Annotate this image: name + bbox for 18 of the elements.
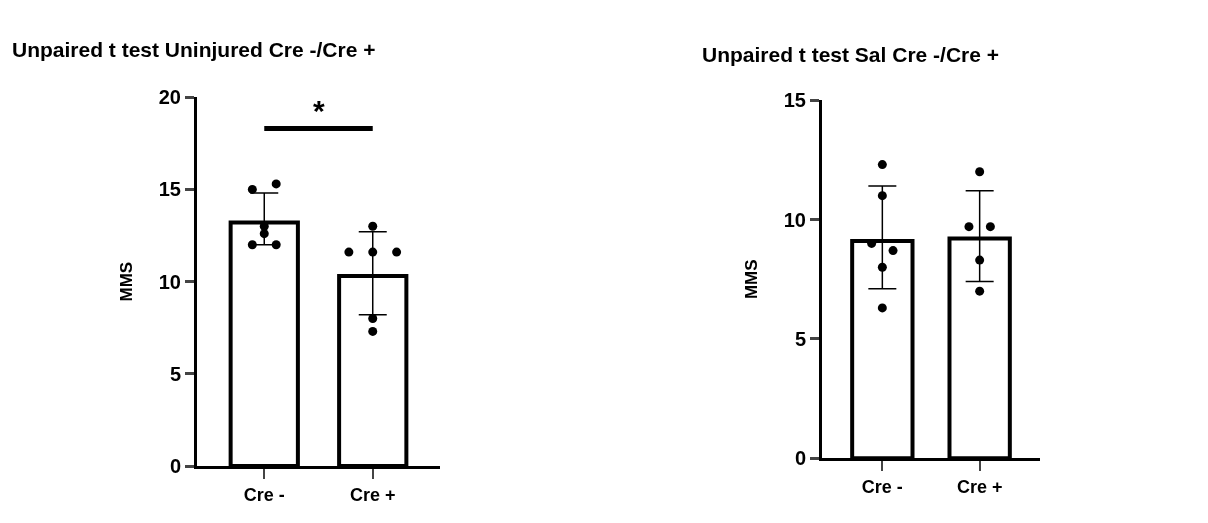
y-tick-label: 5 [794,327,806,350]
y-tick-label: 0 [169,455,181,478]
y-axis-title: MMS [117,261,137,302]
x-tick-label: Cre + [956,476,1003,497]
y-tick-label: 0 [794,447,806,470]
x-tick-label: Cre - [243,484,285,505]
y-axis-title: MMS [742,259,762,300]
y-tick-label: 15 [158,178,181,201]
chart-title: Unpaired t test Sal Cre -/Cre + [702,43,1000,66]
x-tick-label: Cre + [349,484,396,505]
x-tick-label: Cre - [861,476,903,497]
y-tick-label: 10 [783,208,806,231]
chart-title: Unpaired t test Uninjured Cre -/Cre + [12,38,376,61]
y-tick-label: 15 [783,89,806,112]
y-tick-label: 5 [169,362,181,385]
annotation: * [313,94,325,127]
y-tick-label: 10 [158,270,181,293]
y-tick-label: 20 [158,86,181,109]
